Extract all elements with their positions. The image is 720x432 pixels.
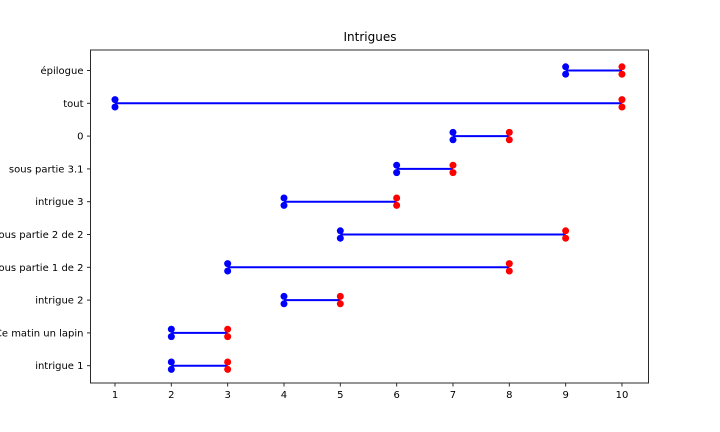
plot-area-border [90, 49, 649, 384]
start-marker [167, 333, 175, 341]
start-marker [224, 267, 232, 275]
chart-title: Intrigues [343, 30, 397, 44]
x-tick-label: 1 [112, 390, 118, 401]
start-marker [393, 169, 401, 177]
y-tick-label: épilogue [40, 65, 83, 77]
end-marker [336, 300, 344, 308]
end-marker [618, 63, 626, 71]
end-marker [505, 267, 513, 275]
y-tick-label: sous partie 1 de 2 [0, 263, 84, 274]
start-marker [280, 201, 288, 209]
start-marker [280, 300, 288, 308]
start-marker [336, 234, 344, 242]
end-marker [505, 136, 513, 144]
start-marker [280, 194, 288, 202]
x-tick-label: 6 [393, 390, 399, 401]
end-marker [618, 96, 626, 104]
y-tick-label: sous partie 2 de 2 [0, 230, 84, 241]
y-tick-label: sous partie 3.1 [9, 164, 84, 175]
start-marker [280, 292, 288, 300]
y-tick-label: intrigue 1 [35, 361, 83, 372]
end-marker [449, 169, 457, 177]
start-marker [449, 128, 457, 136]
end-marker [505, 260, 513, 268]
start-marker [562, 63, 570, 71]
end-marker [224, 325, 232, 333]
end-marker [562, 234, 570, 242]
y-tick-label: Ce matin un lapin [0, 328, 84, 339]
y-tick-label: intrigue 3 [35, 197, 83, 208]
end-marker [505, 128, 513, 136]
start-marker [111, 96, 119, 104]
start-marker [224, 260, 232, 268]
end-marker [618, 103, 626, 111]
start-marker [562, 70, 570, 78]
x-tick-label: 5 [337, 390, 343, 401]
x-tick-label: 2 [168, 390, 174, 401]
end-marker [393, 201, 401, 209]
start-marker [167, 358, 175, 366]
end-marker [562, 227, 570, 235]
x-tick-label: 4 [281, 390, 287, 401]
x-tick-label: 8 [506, 390, 512, 401]
end-marker [449, 161, 457, 169]
start-marker [167, 325, 175, 333]
end-marker [393, 194, 401, 202]
start-marker [111, 103, 119, 111]
start-marker [167, 365, 175, 373]
x-tick-label: 9 [562, 390, 568, 401]
y-tick-label: 0 [77, 132, 83, 143]
end-marker [336, 292, 344, 300]
x-tick-label: 3 [224, 390, 230, 401]
y-tick-label: intrigue 2 [35, 296, 83, 307]
end-marker [618, 70, 626, 78]
end-marker [224, 365, 232, 373]
end-marker [224, 358, 232, 366]
y-tick-label: tout [63, 99, 83, 110]
start-marker [336, 227, 344, 235]
end-marker [224, 333, 232, 341]
start-marker [393, 161, 401, 169]
x-tick-label: 7 [450, 390, 456, 401]
start-marker [449, 136, 457, 144]
x-tick-label: 10 [616, 390, 629, 401]
